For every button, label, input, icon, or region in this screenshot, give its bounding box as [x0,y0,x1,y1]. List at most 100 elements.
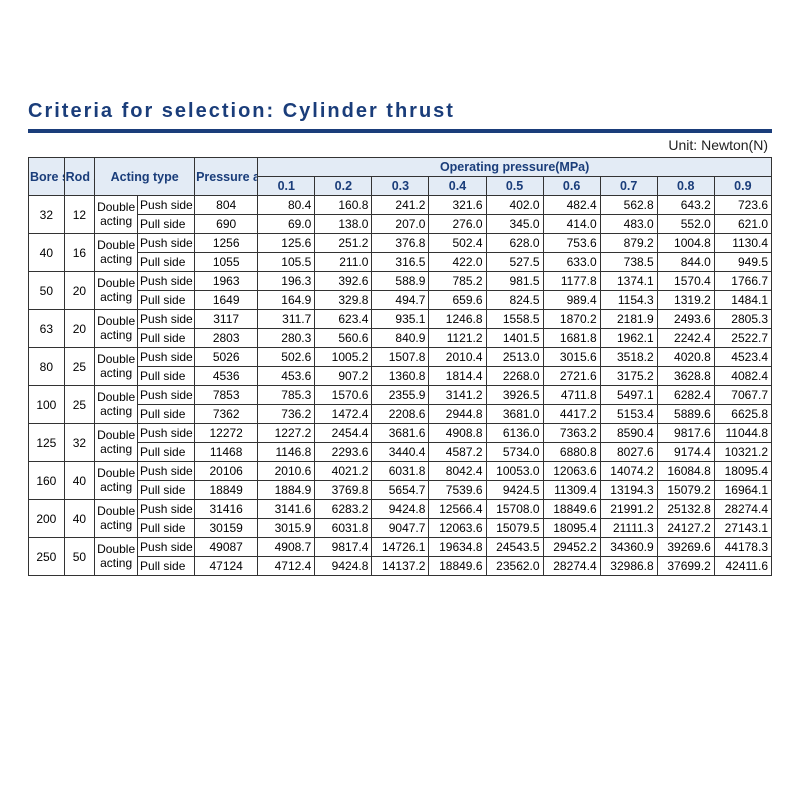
cell-value: 3440.4 [372,443,429,462]
table-row: Pull side188491884.93769.85654.77539.694… [29,481,772,500]
cell-bore: 32 [29,196,65,234]
cell-value: 588.9 [372,272,429,291]
cell-value: 3628.8 [657,367,714,386]
cell-acting-type: Doubleacting [95,462,138,500]
cell-value: 623.4 [315,310,372,329]
cell-bore: 50 [29,272,65,310]
cell-value: 4020.8 [657,348,714,367]
cell-value: 3015.9 [258,519,315,538]
cell-value: 2493.6 [657,310,714,329]
cell-value: 8027.6 [600,443,657,462]
title-rule [28,129,772,133]
cell-area: 1649 [195,291,258,310]
cell-value: 1130.4 [714,234,771,253]
cell-value: 1570.4 [657,272,714,291]
cell-value: 453.6 [258,367,315,386]
cell-value: 16084.8 [657,462,714,481]
table-row: 3212DoubleactingPush side80480.4160.8241… [29,196,772,215]
cell-value: 9424.5 [486,481,543,500]
cell-value: 1814.4 [429,367,486,386]
cell-value: 482.4 [543,196,600,215]
cell-value: 1484.1 [714,291,771,310]
cell-value: 211.0 [315,253,372,272]
cell-value: 4711.8 [543,386,600,405]
col-acting-type: Acting type [95,158,195,196]
cell-value: 5734.0 [486,443,543,462]
cell-value: 552.0 [657,215,714,234]
cell-acting-type: Doubleacting [95,538,138,576]
cell-side-push: Push side [138,386,195,405]
col-pressure-0.6: 0.6 [543,177,600,196]
cell-value: 2010.6 [258,462,315,481]
cell-value: 6136.0 [486,424,543,443]
cell-value: 1319.2 [657,291,714,310]
cell-acting-type: Doubleacting [95,234,138,272]
cell-value: 160.8 [315,196,372,215]
cell-value: 2513.0 [486,348,543,367]
cell-value: 949.5 [714,253,771,272]
table-row: 20040DoubleactingPush side314163141.6628… [29,500,772,519]
cell-value: 9174.4 [657,443,714,462]
cell-value: 785.2 [429,272,486,291]
cell-value: 16964.1 [714,481,771,500]
cell-value: 1227.2 [258,424,315,443]
unit-label: Unit: Newton(N) [28,137,772,153]
cell-side-pull: Pull side [138,557,195,576]
cell-area: 12272 [195,424,258,443]
cell-area: 7362 [195,405,258,424]
cell-value: 207.0 [372,215,429,234]
cell-value: 907.2 [315,367,372,386]
cell-value: 12566.4 [429,500,486,519]
cell-value: 311.7 [258,310,315,329]
cell-value: 1360.8 [372,367,429,386]
cell-value: 879.2 [600,234,657,253]
cell-value: 18095.4 [714,462,771,481]
cell-value: 6625.8 [714,405,771,424]
cell-rod: 40 [64,462,95,500]
cell-value: 4417.2 [543,405,600,424]
cell-side-pull: Pull side [138,329,195,348]
table-body: 3212DoubleactingPush side80480.4160.8241… [29,196,772,576]
cell-value: 392.6 [315,272,372,291]
cell-value: 4908.8 [429,424,486,443]
cell-value: 241.2 [372,196,429,215]
cell-value: 13194.3 [600,481,657,500]
cell-value: 18849.6 [429,557,486,576]
cell-side-pull: Pull side [138,367,195,386]
cell-value: 527.5 [486,253,543,272]
cell-rod: 40 [64,500,95,538]
page-title: Criteria for selection: Cylinder thrust [28,100,772,123]
cell-area: 31416 [195,500,258,519]
cell-acting-type: Doubleacting [95,310,138,348]
cell-value: 3769.8 [315,481,372,500]
cell-value: 5497.1 [600,386,657,405]
cell-value: 5654.7 [372,481,429,500]
cell-bore: 125 [29,424,65,462]
cell-area: 18849 [195,481,258,500]
cell-rod: 25 [64,386,95,424]
cell-value: 1962.1 [600,329,657,348]
cell-area: 1055 [195,253,258,272]
cell-value: 502.4 [429,234,486,253]
cell-value: 1246.8 [429,310,486,329]
cell-value: 1121.2 [429,329,486,348]
cell-value: 1004.8 [657,234,714,253]
cell-value: 6880.8 [543,443,600,462]
cell-value: 643.2 [657,196,714,215]
cell-rod: 20 [64,310,95,348]
cell-value: 24543.5 [486,538,543,557]
cell-side-push: Push side [138,424,195,443]
cell-value: 1146.8 [258,443,315,462]
cell-area: 1963 [195,272,258,291]
cell-value: 21991.2 [600,500,657,519]
cell-value: 11044.8 [714,424,771,443]
cell-value: 2242.4 [657,329,714,348]
cell-value: 402.0 [486,196,543,215]
table-row: 25050DoubleactingPush side490874908.7981… [29,538,772,557]
cell-value: 1507.8 [372,348,429,367]
cell-value: 3926.5 [486,386,543,405]
col-pressure-0.2: 0.2 [315,177,372,196]
cell-value: 276.0 [429,215,486,234]
table-header: Bore size Rod size Acting type Pressure … [29,158,772,196]
cell-value: 5889.6 [657,405,714,424]
